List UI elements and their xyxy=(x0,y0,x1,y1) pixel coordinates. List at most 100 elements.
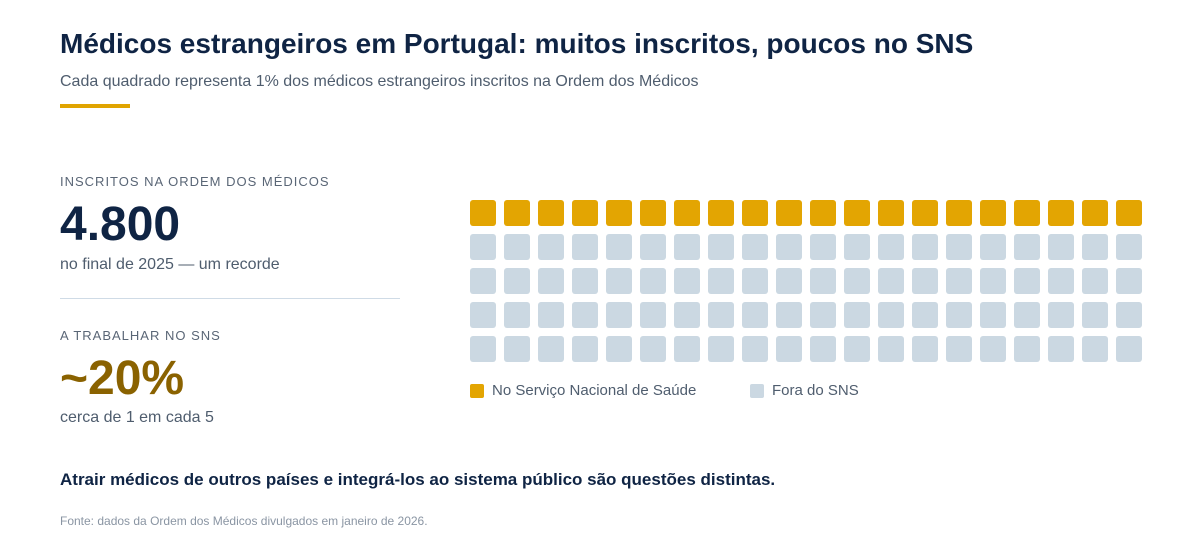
waffle-square-outside xyxy=(1048,268,1074,294)
waffle-square-outside xyxy=(912,302,938,328)
waffle-square-sns xyxy=(572,200,598,226)
waffle-square-sns xyxy=(810,200,836,226)
waffle-square-outside xyxy=(708,268,734,294)
waffle-square-sns xyxy=(504,200,530,226)
waffle-square-outside xyxy=(946,302,972,328)
waffle-square-outside xyxy=(878,302,904,328)
waffle-square-outside xyxy=(538,302,564,328)
waffle-square-outside xyxy=(674,234,700,260)
legend-swatch-sns xyxy=(470,383,484,398)
accent-rule xyxy=(60,104,130,108)
waffle-square-outside xyxy=(878,268,904,294)
waffle-square-outside xyxy=(1014,336,1040,362)
waffle-square-outside xyxy=(640,268,666,294)
waffle-square-outside xyxy=(1048,302,1074,328)
waffle-square-outside xyxy=(504,268,530,294)
waffle-square-outside xyxy=(1082,302,1108,328)
waffle-square-outside xyxy=(1014,234,1040,260)
waffle-square-outside xyxy=(1014,302,1040,328)
waffle-square-outside xyxy=(1116,268,1142,294)
waffle-chart xyxy=(470,200,1142,362)
legend-item-outside: Fora do SNS xyxy=(750,382,859,399)
waffle-square-outside xyxy=(606,302,632,328)
registered-label: INSCRITOS NA ORDEM DOS MÉDICOS xyxy=(60,174,330,189)
waffle-square-outside xyxy=(504,302,530,328)
sns-label: A TRABALHAR NO SNS xyxy=(60,328,221,343)
waffle-square-outside xyxy=(878,336,904,362)
waffle-square-outside xyxy=(470,336,496,362)
waffle-square-outside xyxy=(640,302,666,328)
waffle-square-outside xyxy=(810,336,836,362)
waffle-square-outside xyxy=(946,234,972,260)
waffle-square-outside xyxy=(844,302,870,328)
waffle-square-outside xyxy=(810,234,836,260)
waffle-square-outside xyxy=(504,336,530,362)
waffle-square-sns xyxy=(912,200,938,226)
waffle-square-sns xyxy=(1082,200,1108,226)
waffle-square-outside xyxy=(708,302,734,328)
waffle-square-outside xyxy=(538,336,564,362)
waffle-square-outside xyxy=(674,268,700,294)
waffle-square-outside xyxy=(980,336,1006,362)
waffle-square-sns xyxy=(776,200,802,226)
waffle-square-outside xyxy=(470,268,496,294)
waffle-square-outside xyxy=(776,234,802,260)
waffle-square-outside xyxy=(572,234,598,260)
waffle-square-sns xyxy=(980,200,1006,226)
waffle-square-outside xyxy=(980,302,1006,328)
waffle-square-outside xyxy=(1082,268,1108,294)
legend-label-outside: Fora do SNS xyxy=(772,382,859,399)
waffle-square-sns xyxy=(742,200,768,226)
source-note: Fonte: dados da Ordem dos Médicos divulg… xyxy=(60,514,428,528)
takeaway-text: Atrair médicos de outros países e integr… xyxy=(60,470,776,489)
waffle-square-outside xyxy=(980,268,1006,294)
waffle-square-outside xyxy=(776,302,802,328)
waffle-square-outside xyxy=(606,336,632,362)
waffle-square-outside xyxy=(538,234,564,260)
waffle-square-outside xyxy=(810,268,836,294)
waffle-square-sns xyxy=(674,200,700,226)
waffle-square-outside xyxy=(1014,268,1040,294)
waffle-square-outside xyxy=(742,302,768,328)
waffle-square-outside xyxy=(776,268,802,294)
waffle-square-outside xyxy=(742,234,768,260)
waffle-square-outside xyxy=(572,336,598,362)
waffle-square-outside xyxy=(844,336,870,362)
waffle-square-sns xyxy=(878,200,904,226)
waffle-square-sns xyxy=(1048,200,1074,226)
waffle-square-outside xyxy=(640,336,666,362)
waffle-square-outside xyxy=(844,268,870,294)
waffle-square-outside xyxy=(844,234,870,260)
stats-divider xyxy=(60,298,400,299)
waffle-square-outside xyxy=(572,268,598,294)
waffle-square-outside xyxy=(640,234,666,260)
waffle-square-outside xyxy=(810,302,836,328)
waffle-square-sns xyxy=(538,200,564,226)
waffle-square-outside xyxy=(1116,234,1142,260)
waffle-square-outside xyxy=(470,234,496,260)
sns-value: ~20% xyxy=(60,352,185,405)
waffle-square-outside xyxy=(708,234,734,260)
waffle-square-outside xyxy=(946,336,972,362)
waffle-square-outside xyxy=(1116,336,1142,362)
page-title: Médicos estrangeiros em Portugal: muitos… xyxy=(60,28,974,59)
waffle-square-sns xyxy=(470,200,496,226)
waffle-square-sns xyxy=(844,200,870,226)
sns-note: cerca de 1 em cada 5 xyxy=(60,409,214,426)
waffle-square-sns xyxy=(708,200,734,226)
waffle-square-sns xyxy=(640,200,666,226)
waffle-square-outside xyxy=(1116,302,1142,328)
waffle-square-sns xyxy=(1014,200,1040,226)
waffle-square-sns xyxy=(946,200,972,226)
waffle-square-outside xyxy=(606,268,632,294)
waffle-square-outside xyxy=(980,234,1006,260)
waffle-square-outside xyxy=(878,234,904,260)
waffle-square-outside xyxy=(572,302,598,328)
legend-item-sns: No Serviço Nacional de Saúde xyxy=(470,382,696,399)
waffle-square-sns xyxy=(606,200,632,226)
waffle-square-outside xyxy=(912,268,938,294)
waffle-square-outside xyxy=(1082,234,1108,260)
waffle-square-outside xyxy=(1082,336,1108,362)
waffle-square-outside xyxy=(538,268,564,294)
waffle-square-outside xyxy=(606,234,632,260)
